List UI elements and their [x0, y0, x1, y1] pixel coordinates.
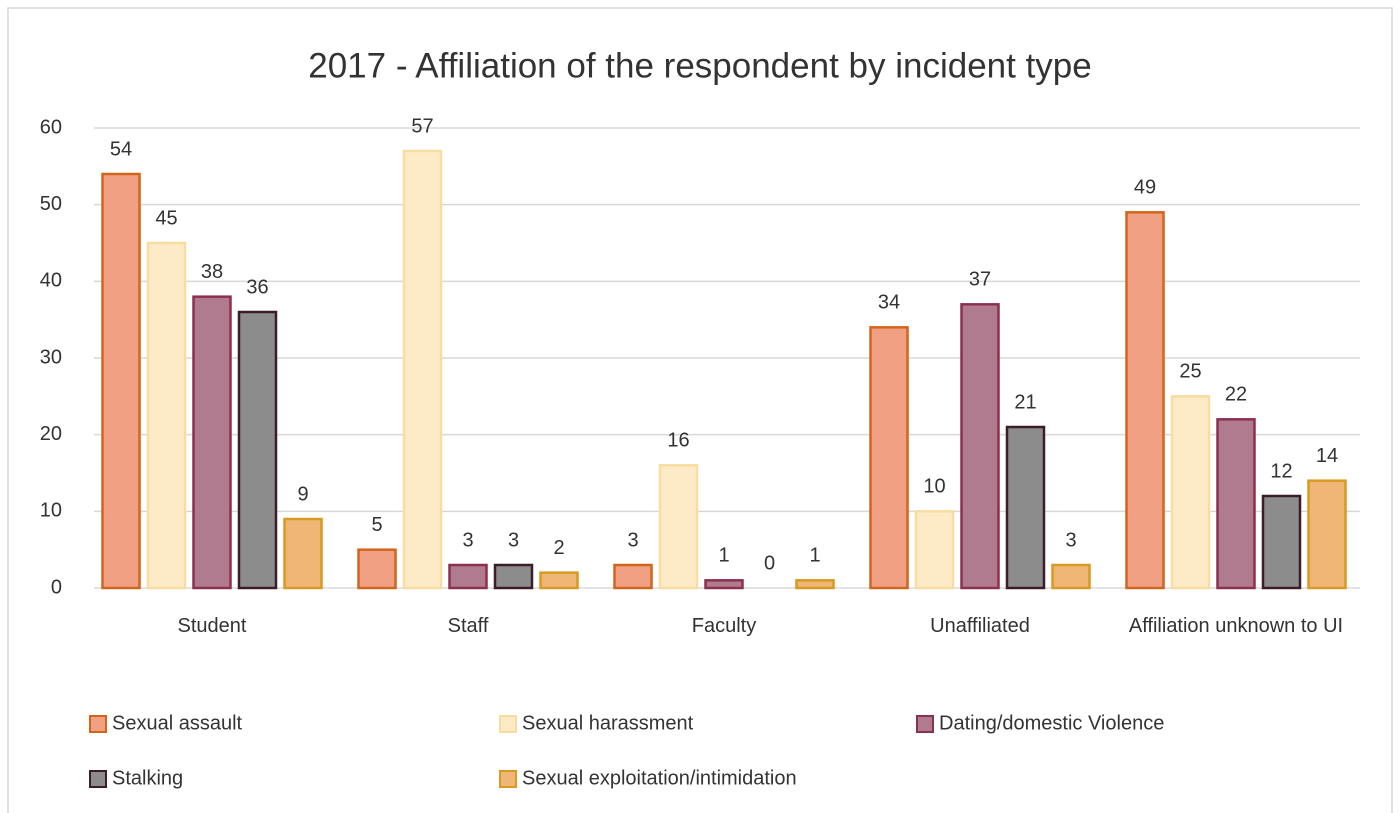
- bar: [613, 563, 653, 590]
- legend-swatch: [916, 715, 934, 733]
- data-label: 3: [508, 529, 519, 551]
- y-tick-label: 20: [40, 423, 62, 445]
- x-tick-label: Affiliation unknown to UI: [1128, 615, 1344, 637]
- y-tick-label: 40: [40, 270, 62, 292]
- data-label: 1: [718, 545, 729, 567]
- x-tick-label: Unaffiliated: [930, 615, 1030, 637]
- bar: [448, 563, 488, 590]
- bar: [960, 303, 1000, 590]
- data-label: 3: [627, 529, 638, 551]
- bar: [146, 241, 187, 590]
- data-label: 1: [809, 545, 820, 567]
- data-label: 10: [923, 476, 945, 498]
- data-label: 38: [201, 261, 223, 283]
- bar: [237, 310, 278, 590]
- bar: [1125, 211, 1165, 590]
- legend-swatch: [89, 715, 107, 733]
- bar: [795, 579, 835, 590]
- bar: [1170, 395, 1211, 590]
- bar: [1216, 418, 1256, 590]
- data-label: 3: [1065, 529, 1076, 551]
- y-tick-label: 0: [51, 576, 62, 598]
- data-label: 16: [667, 430, 689, 452]
- data-label: 22: [1225, 384, 1247, 406]
- bar: [283, 517, 323, 590]
- data-label: 2: [553, 537, 564, 559]
- bar: [539, 571, 579, 590]
- bar: [192, 295, 232, 590]
- bar: [704, 579, 744, 590]
- legend-label: Stalking: [112, 767, 183, 789]
- data-label: 12: [1270, 460, 1292, 482]
- bar: [101, 172, 141, 590]
- data-label: 37: [969, 269, 991, 291]
- bar: [1307, 479, 1347, 590]
- bar: [357, 548, 397, 590]
- legend-swatch: [499, 770, 517, 788]
- bar: [402, 149, 443, 590]
- legend-label: Dating/domestic Violence: [939, 712, 1164, 734]
- data-label: 57: [411, 115, 433, 137]
- data-label: 5: [371, 514, 382, 536]
- bar: [1261, 494, 1302, 590]
- x-tick-label: Student: [177, 615, 247, 637]
- legend-label: Sexual harassment: [522, 712, 694, 734]
- data-label: 49: [1134, 177, 1156, 199]
- data-label: 36: [246, 276, 268, 298]
- legend-swatch: [89, 770, 107, 788]
- chart-title: 2017 - Affiliation of the respondent by …: [308, 46, 1092, 85]
- y-tick-label: 50: [40, 193, 62, 215]
- data-label: 45: [155, 207, 177, 229]
- bar: [1051, 563, 1091, 590]
- bar: [1005, 425, 1046, 590]
- legend-label: Sexual exploitation/intimidation: [522, 767, 797, 789]
- data-label: 3: [462, 529, 473, 551]
- y-tick-label: 10: [40, 500, 62, 522]
- bar: [914, 510, 955, 590]
- bar: [869, 326, 909, 590]
- bar: [493, 563, 534, 590]
- data-label: 0: [764, 552, 775, 574]
- x-tick-label: Staff: [447, 615, 489, 637]
- data-label: 25: [1179, 361, 1201, 383]
- y-tick-label: 30: [40, 346, 62, 368]
- data-label: 54: [110, 138, 132, 160]
- x-tick-label: Faculty: [691, 615, 757, 637]
- data-label: 21: [1014, 391, 1036, 413]
- data-label: 9: [297, 483, 308, 505]
- bar: [658, 464, 699, 590]
- legend-swatch: [499, 715, 517, 733]
- legend-label: Sexual assault: [112, 712, 243, 734]
- y-tick-label: 60: [40, 116, 62, 138]
- data-label: 14: [1316, 445, 1338, 467]
- data-label: 34: [878, 292, 900, 314]
